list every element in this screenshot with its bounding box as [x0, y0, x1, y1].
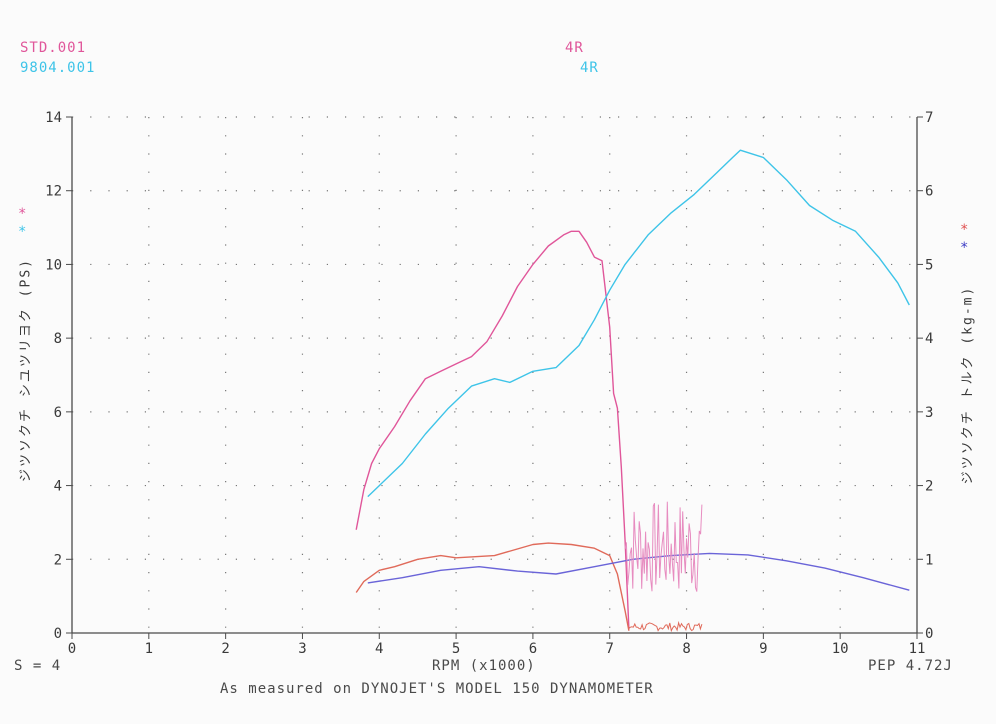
- left-tick-label: 8: [54, 331, 62, 347]
- left-tick-label: 14: [45, 110, 62, 126]
- run2-gear-label: 4R: [580, 60, 599, 76]
- left-axis-label: ジツソクチ シユツリヨク (PS): [18, 258, 34, 482]
- run2-file-label: 9804.001: [20, 60, 96, 76]
- right-axis-label: ジツソクチ トルク (kg-m): [960, 285, 976, 485]
- series-line-STD-001-power: [355, 230, 630, 630]
- power-noise-line: [624, 501, 703, 592]
- right-tick-label: 6: [925, 184, 933, 200]
- x-tick-label: 3: [298, 641, 306, 657]
- left-tick-label: 4: [54, 479, 62, 495]
- right-tick-label: 5: [925, 257, 933, 273]
- right-tick-label: 7: [925, 110, 933, 126]
- right-tick-label: 4: [925, 331, 933, 347]
- run1-gear-label: 4R: [565, 40, 584, 56]
- left-tick-label: 10: [45, 257, 62, 273]
- right-torque-marker-2: *: [960, 240, 970, 256]
- right-tick-label: 1: [925, 552, 933, 568]
- run1-file-label: STD.001: [20, 40, 87, 56]
- pep-label: PEP 4.72J: [868, 658, 953, 674]
- right-torque-marker-1: *: [960, 222, 970, 238]
- right-tick-label: 2: [925, 479, 933, 495]
- caption: As measured on DYNOJET'S MODEL 150 DYNAM…: [220, 681, 654, 697]
- x-tick-label: 10: [832, 641, 849, 657]
- series-lines: [355, 149, 910, 633]
- axes: [66, 116, 923, 639]
- x-tick-label: 4: [375, 641, 383, 657]
- x-tick-label: 7: [606, 641, 614, 657]
- torque-noise-line: [628, 620, 703, 633]
- left-power-marker-1: *: [18, 206, 28, 222]
- x-axis-label: RPM (x1000): [432, 658, 536, 674]
- left-power-marker-2: *: [18, 224, 28, 240]
- smoothing-label: S = 4: [14, 658, 62, 674]
- series-line-9804-001-power: [367, 149, 910, 498]
- x-tick-label: 0: [68, 641, 76, 657]
- x-tick-label: 6: [529, 641, 537, 657]
- left-tick-label: 12: [45, 184, 62, 200]
- right-tick-label: 3: [925, 405, 933, 421]
- left-tick-label: 0: [54, 626, 62, 642]
- x-tick-label: 8: [682, 641, 690, 657]
- x-tick-label: 11: [909, 641, 926, 657]
- x-tick-label: 1: [145, 641, 153, 657]
- left-tick-label: 2: [54, 552, 62, 568]
- left-tick-label: 6: [54, 405, 62, 421]
- series-line-STD-001-torque: [355, 542, 630, 631]
- right-tick-label: 0: [925, 626, 933, 642]
- x-tick-label: 9: [759, 641, 767, 657]
- x-tick-label: 2: [221, 641, 229, 657]
- x-tick-label: 5: [452, 641, 460, 657]
